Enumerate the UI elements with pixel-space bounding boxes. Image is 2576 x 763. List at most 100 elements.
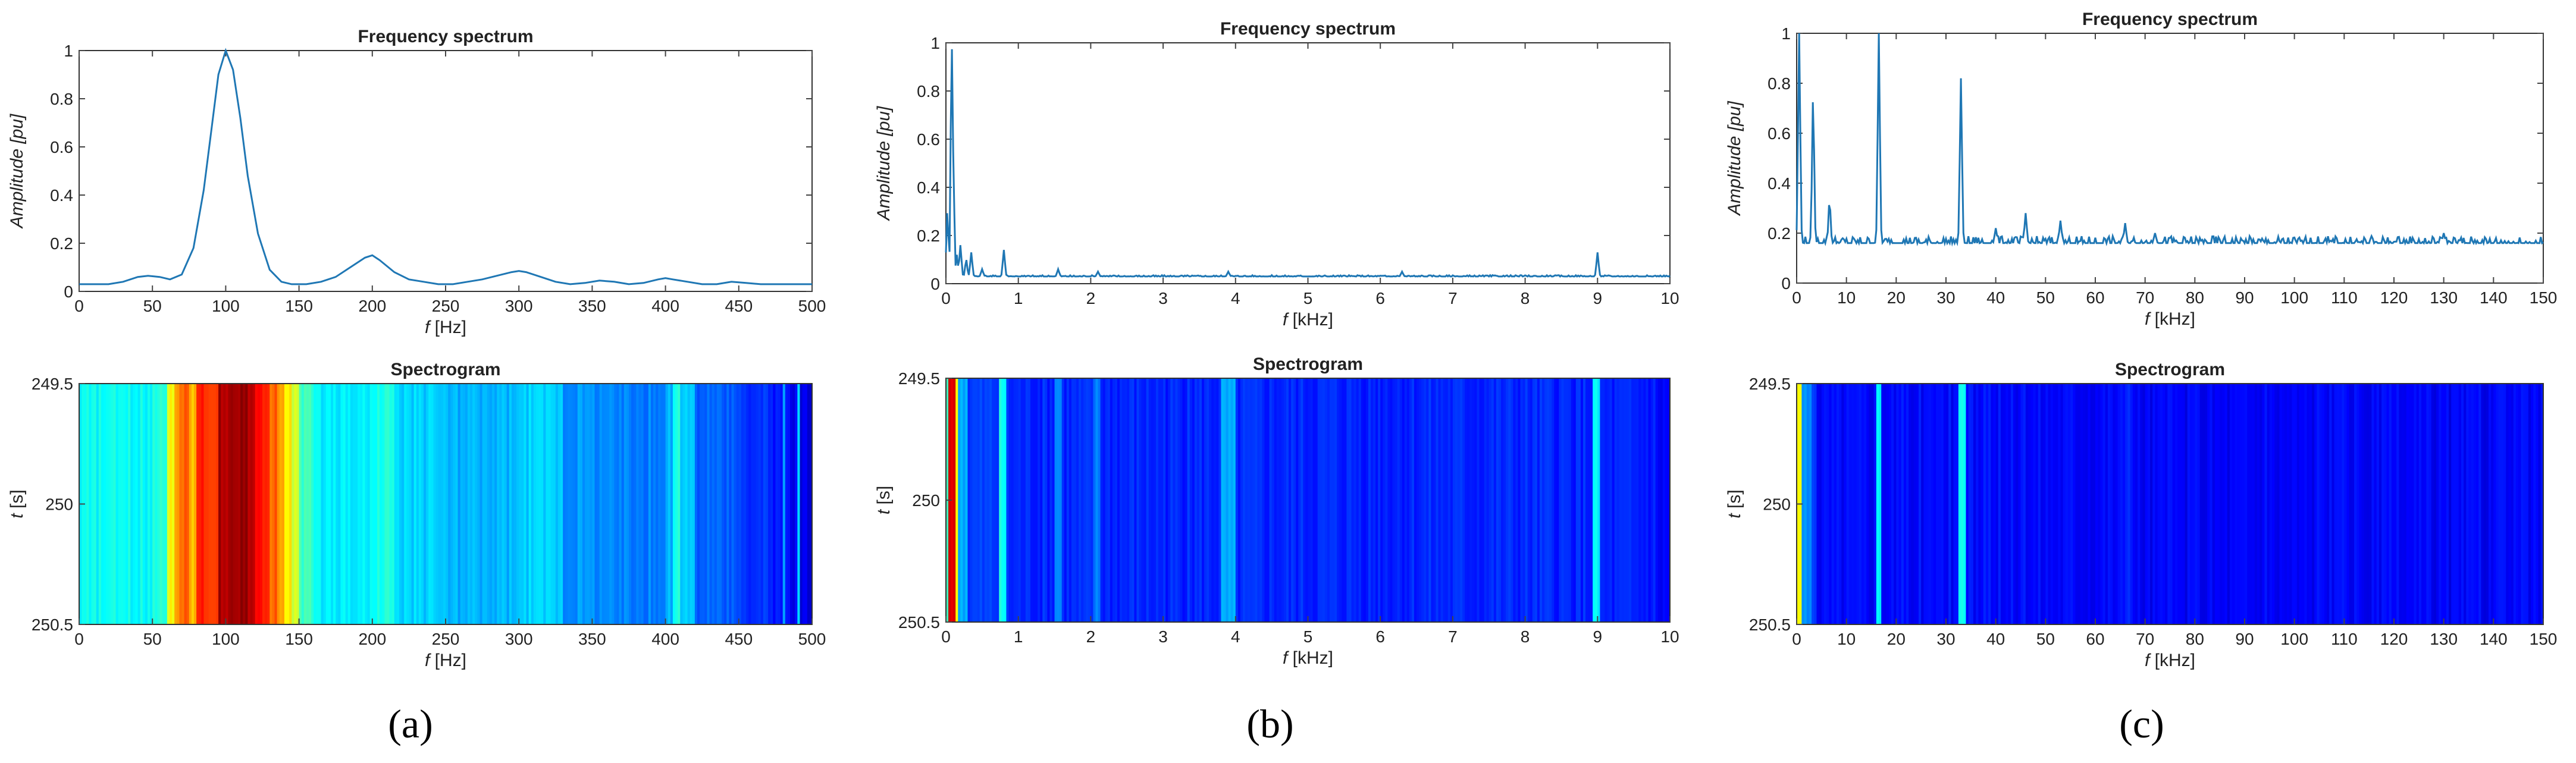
spectrogram-cell	[1458, 378, 1461, 622]
spectrogram-cell	[809, 384, 813, 624]
spectrogram-cell	[2486, 384, 2489, 624]
y-tick-label: 0.2	[50, 234, 73, 253]
spectrogram-cell	[1038, 378, 1041, 622]
spectrogram-cell	[604, 384, 607, 624]
spectrogram-cell	[1141, 378, 1145, 622]
spectrogram-cell	[765, 384, 769, 624]
spectrogram-cell	[477, 384, 481, 624]
spectrogram-cell	[1112, 378, 1115, 622]
spectrogram-cell	[2127, 384, 2131, 624]
spectrogram-cell	[1061, 378, 1065, 622]
spectrogram-cell	[594, 384, 598, 624]
spectrogram-cell	[277, 384, 280, 624]
spectrogram-cell	[1035, 378, 1038, 622]
spectrogram-cell	[621, 384, 625, 624]
spectrogram-cell	[2359, 384, 2362, 624]
spectrogram-cell	[660, 384, 664, 624]
spectrogram-cell	[2249, 384, 2253, 624]
spectrogram-cell	[1262, 378, 1265, 622]
spectrogram-cell	[2433, 384, 2437, 624]
spectrogram-cell	[2254, 384, 2258, 624]
x-tick-label: 20	[1887, 288, 1906, 307]
spectrogram-cell	[563, 384, 566, 624]
x-axis-label: f [kHz]	[1283, 310, 1333, 329]
spectrogram-cell	[1911, 384, 1914, 624]
spectrogram-cell	[2224, 384, 2228, 624]
spectrogram-cell	[2431, 384, 2434, 624]
spectrogram-cell	[1938, 384, 1942, 624]
x-tick-label: 80	[2186, 630, 2204, 648]
spectrogram-cell	[1946, 384, 1949, 624]
spectrogram-cell	[1175, 378, 1179, 622]
spectrogram-cell	[406, 384, 409, 624]
spectrogram-cell	[1120, 378, 1123, 622]
spectrogram-cell	[384, 384, 388, 624]
spectrogram-cell	[1228, 378, 1231, 622]
spectrogram-cell	[2336, 384, 2340, 624]
x-tick-label: 200	[358, 630, 386, 648]
spectrogram-cell	[433, 384, 437, 624]
spectrogram-cell	[780, 384, 784, 624]
spectrogram-cell	[484, 384, 488, 624]
spectrogram-cell	[658, 384, 661, 624]
spectrogram-cell	[1030, 378, 1033, 622]
spectrogram-cell	[1614, 378, 1618, 622]
spectrogram-cell	[2466, 384, 2470, 624]
x-tick-label: 500	[798, 630, 826, 648]
spectrogram-cell	[360, 384, 363, 624]
spectrogram-cell	[2287, 384, 2290, 624]
spectrogram-cell	[1068, 378, 1072, 622]
spectrogram-cell	[2016, 384, 2019, 624]
spectrogram-cell	[164, 384, 168, 624]
spectrogram-cell	[2491, 384, 2494, 624]
spectrogram-cell	[2536, 384, 2539, 624]
spectrogram-cell	[2177, 384, 2180, 624]
spectrogram-cell	[2396, 384, 2399, 624]
spectrogram-cell	[113, 384, 117, 624]
spectrogram-cell	[1951, 384, 1954, 624]
spectrogram-cell	[2441, 384, 2445, 624]
spectrogram-cell	[773, 384, 776, 624]
spectrogram-cell	[1132, 378, 1135, 622]
spectrogram-cell	[426, 384, 429, 624]
spectrogram-cell	[2113, 384, 2116, 624]
spectrogram-cell	[2060, 384, 2064, 624]
spectrogram-cell	[2525, 384, 2529, 624]
x-axis-unit: [kHz]	[2155, 309, 2195, 329]
spectrogram-cell	[1286, 378, 1289, 622]
x-tick-label: 450	[725, 630, 753, 648]
y-tick-label: 250.5	[898, 613, 940, 632]
spectrogram-cell	[999, 378, 1002, 622]
spectrogram-cell	[533, 384, 537, 624]
spectrogram-cell	[2473, 384, 2477, 624]
spectrogram-cell	[428, 384, 431, 624]
spectrogram-cell	[1090, 378, 1094, 622]
spectrogram-cell	[1549, 378, 1552, 622]
spectrogram-cell	[2008, 384, 2011, 624]
x-tick-label: 300	[505, 297, 533, 315]
spectrogram-cell	[1419, 378, 1422, 622]
plot-area	[945, 42, 1671, 284]
spectrogram-cell	[1462, 378, 1465, 622]
spectrogram-cell	[2523, 384, 2527, 624]
spectrogram-cell	[1616, 378, 1620, 622]
spectrogram-cell	[455, 384, 459, 624]
spectrogram-cell	[1296, 378, 1299, 622]
spectrogram-cell	[497, 384, 500, 624]
spectrogram-cell	[1240, 378, 1243, 622]
spectrogram-cell	[218, 384, 221, 624]
spectrogram-cell	[1016, 378, 1019, 622]
plot-area	[1796, 33, 2544, 284]
spectrogram-cell	[1831, 384, 1835, 624]
spectrogram-cell	[2456, 384, 2459, 624]
spectrogram-cell	[1351, 378, 1355, 622]
x-axis-label: f [kHz]	[1283, 648, 1333, 668]
spectrogram-cell	[1943, 384, 1947, 624]
spectrogram-cell	[2292, 384, 2295, 624]
spectrogram-cell	[1001, 378, 1004, 622]
spectrogram-cell	[330, 384, 334, 624]
spectrogram-cell	[1312, 378, 1316, 622]
spectrogram-cell	[2471, 384, 2474, 624]
x-tick-label: 130	[2430, 288, 2458, 307]
spectrogram-cell	[643, 384, 647, 624]
